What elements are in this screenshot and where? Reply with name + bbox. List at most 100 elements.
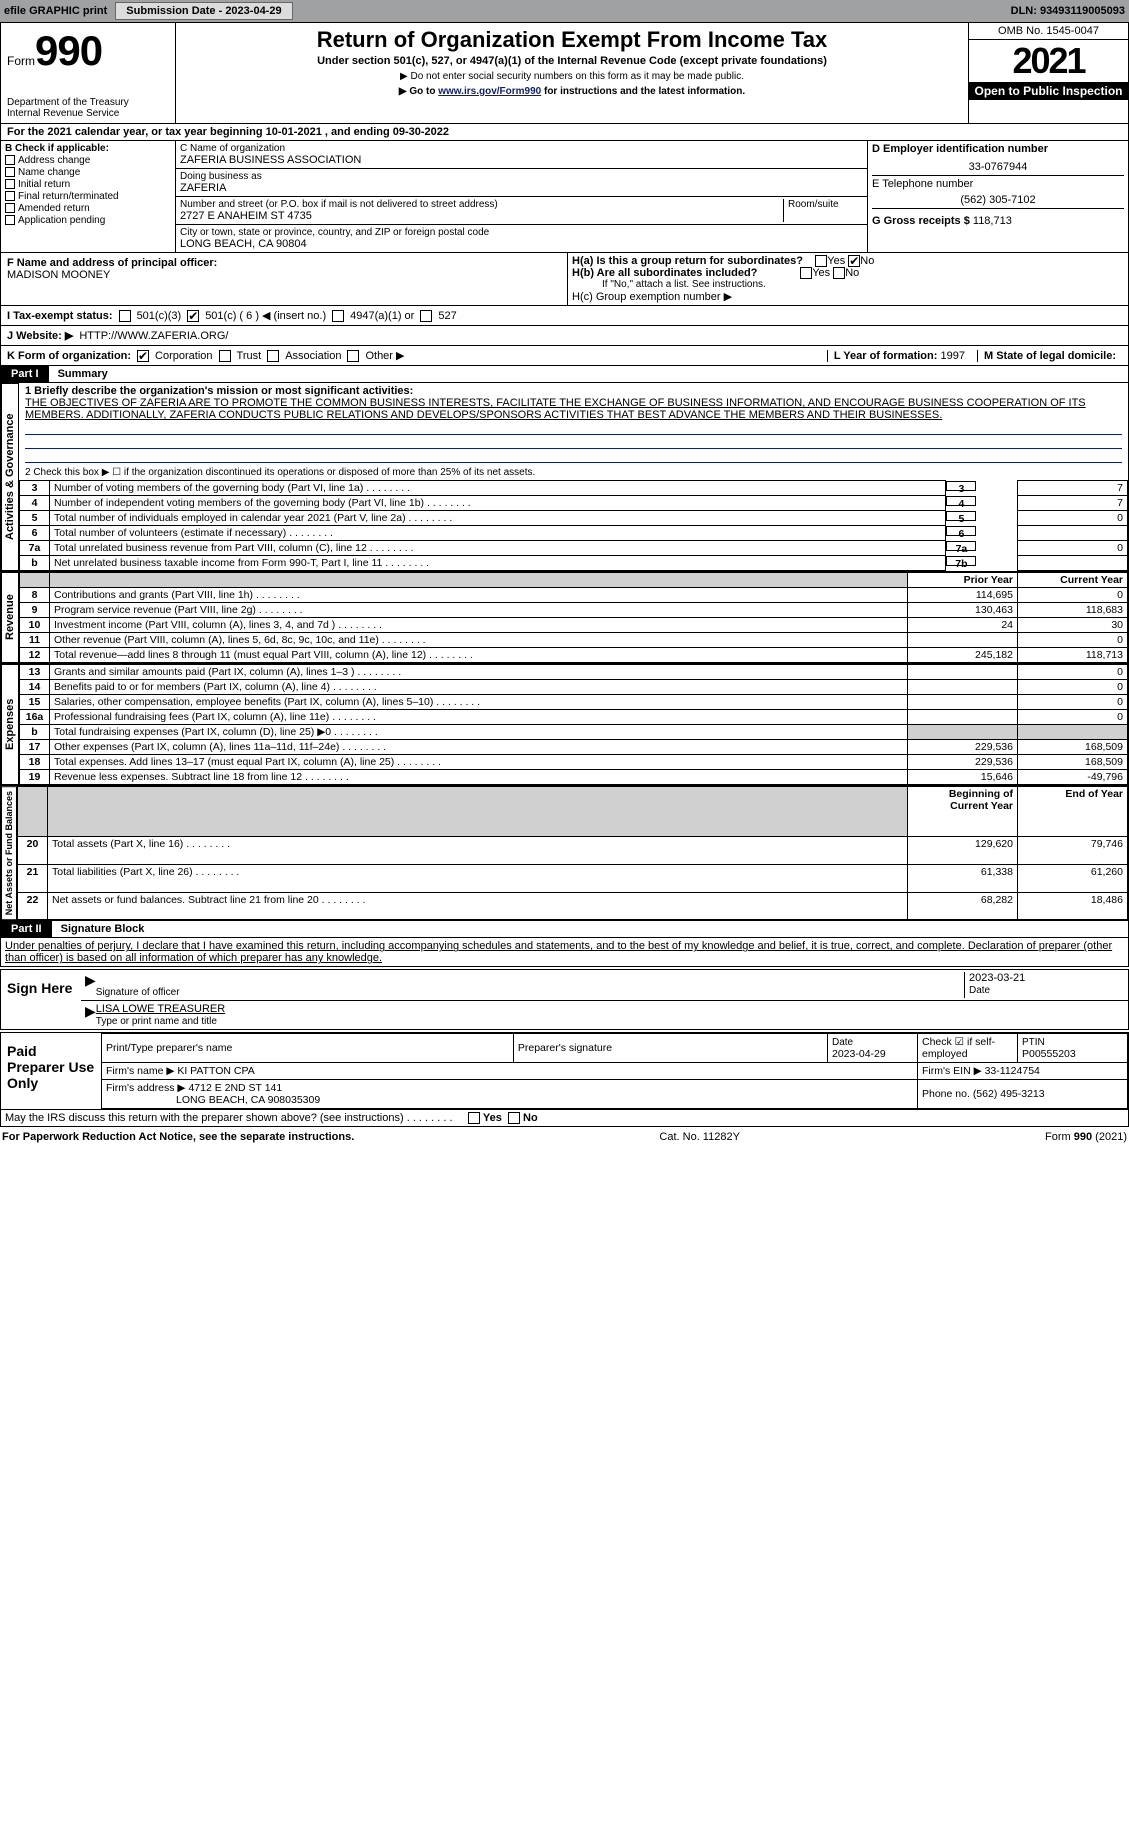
pcol-1: Preparer's signature xyxy=(513,1034,827,1063)
officer-typed-name: LISA LOWE TREASURER xyxy=(96,1003,1124,1015)
l-label: L Year of formation: xyxy=(834,350,938,362)
k-opt-0: Corporation xyxy=(155,350,212,362)
firm-ein: 33-1124754 xyxy=(985,1065,1040,1077)
q2-text: 2 Check this box ▶ ☐ if the organization… xyxy=(19,465,1128,480)
b-opt-3-label: Final return/terminated xyxy=(18,191,119,202)
b-opt-1-label: Name change xyxy=(18,167,80,178)
sign-here-block: Sign Here ▶ Signature of officer 2023-03… xyxy=(0,969,1129,1030)
firm-addr-label: Firm's address ▶ xyxy=(106,1082,186,1094)
line-j: J Website: ▶ HTTP://WWW.ZAFERIA.ORG/ xyxy=(0,326,1129,346)
i-opt-3: 527 xyxy=(438,310,456,322)
officer-name-label: Type or print name and title xyxy=(96,1016,217,1027)
city-label: City or town, state or province, country… xyxy=(180,227,863,238)
line-klm: K Form of organization: Corporation Trus… xyxy=(0,346,1129,366)
line-a: For the 2021 calendar year, or tax year … xyxy=(0,124,1129,141)
irs-discuss-row: May the IRS discuss this return with the… xyxy=(0,1110,1129,1127)
footer-right: Form 990 (2021) xyxy=(1045,1131,1127,1143)
omb-number: OMB No. 1545-0047 xyxy=(969,23,1128,40)
sig-date-label: Date xyxy=(969,985,990,996)
tab-activities: Activities & Governance xyxy=(1,383,19,571)
pcol-3: Check ☑ if self-employed xyxy=(918,1034,1018,1063)
goto-line: ▶ Go to www.irs.gov/Form990 for instruct… xyxy=(182,86,962,97)
part1-badge: Part I xyxy=(1,366,49,382)
submission-date-button[interactable]: Submission Date - 2023-04-29 xyxy=(115,2,292,20)
netassets-section: Net Assets or Fund Balances Beginning of… xyxy=(0,786,1129,921)
b-opt-1[interactable]: Name change xyxy=(5,167,171,178)
pcol-date-label: Date xyxy=(832,1037,853,1048)
ha-label: H(a) Is this a group return for subordin… xyxy=(572,255,803,267)
h-note: If "No," attach a list. See instructions… xyxy=(572,279,1124,290)
tab-expenses: Expenses xyxy=(1,664,19,785)
ha-yes: Yes xyxy=(827,255,845,267)
b-opt-3[interactable]: Final return/terminated xyxy=(5,191,171,202)
sig-date-val: 2023-03-21 xyxy=(969,972,1124,984)
efile-label: efile GRAPHIC print xyxy=(4,5,107,17)
ha-row: H(a) Is this a group return for subordin… xyxy=(572,255,1124,267)
firm-phone: (562) 495-3213 xyxy=(973,1088,1045,1100)
i-opt-2: 4947(a)(1) or xyxy=(350,310,414,322)
goto-pre: ▶ Go to xyxy=(399,86,438,97)
expenses-section: Expenses 13Grants and similar amounts pa… xyxy=(0,664,1129,786)
b-opt-2[interactable]: Initial return xyxy=(5,179,171,190)
sign-here-label: Sign Here xyxy=(1,970,81,1029)
column-deg: D Employer identification number 33-0767… xyxy=(868,141,1128,252)
website-value: HTTP://WWW.ZAFERIA.ORG/ xyxy=(79,330,228,342)
firm-name: KI PATTON CPA xyxy=(177,1065,254,1077)
part2-title: Signature Block xyxy=(55,921,151,937)
b-opt-5[interactable]: Application pending xyxy=(5,215,171,226)
firm-addr2: LONG BEACH, CA 908035309 xyxy=(176,1094,320,1106)
part2-badge: Part II xyxy=(1,921,52,937)
page-footer: For Paperwork Reduction Act Notice, see … xyxy=(0,1127,1129,1147)
part2-header: Part II Signature Block xyxy=(0,921,1129,938)
l-val: 1997 xyxy=(940,350,964,362)
activities-governance-section: Activities & Governance 1 Briefly descri… xyxy=(0,383,1129,572)
hb-label: H(b) Are all subordinates included? xyxy=(572,267,757,279)
i-opt-1: 501(c) ( 6 ) ◀ (insert no.) xyxy=(205,309,326,322)
ha-no: No xyxy=(860,255,874,267)
paid-preparer-block: Paid Preparer Use Only Print/Type prepar… xyxy=(0,1032,1129,1110)
j-label: J Website: ▶ xyxy=(7,329,73,342)
b-label: B Check if applicable: xyxy=(5,143,171,154)
gross-receipts: 118,713 xyxy=(973,215,1012,227)
i-opt-0: 501(c)(3) xyxy=(137,310,182,322)
hc-label: H(c) Group exemption number ▶ xyxy=(572,290,1124,303)
firm-addr1: 4712 E 2ND ST 141 xyxy=(188,1082,282,1094)
line-i: I Tax-exempt status: 501(c)(3) 501(c) ( … xyxy=(0,306,1129,326)
street-label: Number and street (or P.O. box if mail i… xyxy=(180,199,783,210)
room-label: Room/suite xyxy=(783,199,863,222)
ptin-value: P00555203 xyxy=(1022,1048,1076,1060)
form-subtitle: Under section 501(c), 527, or 4947(a)(1)… xyxy=(182,55,962,67)
irs-link[interactable]: www.irs.gov/Form990 xyxy=(438,86,541,97)
netassets-table: Beginning of Current YearEnd of Year20To… xyxy=(17,786,1128,920)
dba-label: Doing business as xyxy=(180,171,863,182)
city-value: LONG BEACH, CA 90804 xyxy=(180,238,863,250)
e-label: E Telephone number xyxy=(872,178,1124,190)
section-bcdeg: B Check if applicable: Address change Na… xyxy=(0,141,1129,253)
k-opt-3: Other ▶ xyxy=(365,349,404,362)
officer-name: MADISON MOONEY xyxy=(7,269,561,281)
q1-label: 1 Briefly describe the organization's mi… xyxy=(25,385,413,397)
dba-value: ZAFERIA xyxy=(180,182,863,194)
b-opt-2-label: Initial return xyxy=(18,179,70,190)
k-opt-1: Trust xyxy=(237,350,262,362)
open-inspection: Open to Public Inspection xyxy=(969,82,1128,100)
b-opt-4-label: Amended return xyxy=(18,203,90,214)
column-b: B Check if applicable: Address change Na… xyxy=(1,141,176,252)
m-label: M State of legal domicile: xyxy=(984,350,1116,362)
paid-preparer-table: Print/Type preparer's name Preparer's si… xyxy=(101,1033,1128,1109)
b-opt-0[interactable]: Address change xyxy=(5,155,171,166)
form-word: Form xyxy=(7,54,35,68)
paid-preparer-label: Paid Preparer Use Only xyxy=(1,1033,101,1109)
form-header: Form990 Department of the Treasury Inter… xyxy=(0,22,1129,124)
expenses-table: 13Grants and similar amounts paid (Part … xyxy=(19,664,1128,785)
b-opt-4[interactable]: Amended return xyxy=(5,203,171,214)
i-label: I Tax-exempt status: xyxy=(7,310,113,322)
discuss-text: May the IRS discuss this return with the… xyxy=(5,1112,404,1124)
k-opt-2: Association xyxy=(285,350,341,362)
f-label: F Name and address of principal officer: xyxy=(7,257,561,269)
sig-officer-label: Signature of officer xyxy=(96,987,180,998)
perjury-declaration: Under penalties of perjury, I declare th… xyxy=(0,938,1129,967)
dln-label: DLN: 93493119005093 xyxy=(1011,5,1125,17)
footer-left: For Paperwork Reduction Act Notice, see … xyxy=(2,1131,354,1143)
tab-netassets: Net Assets or Fund Balances xyxy=(1,786,17,920)
